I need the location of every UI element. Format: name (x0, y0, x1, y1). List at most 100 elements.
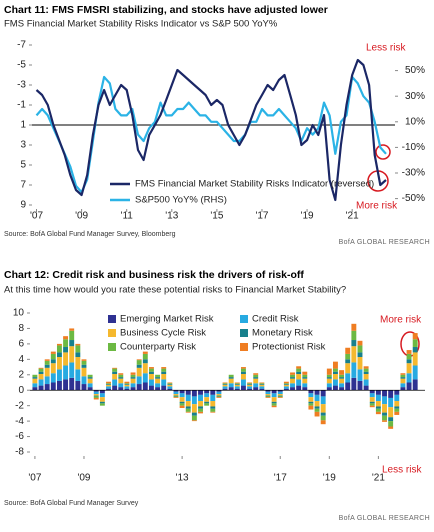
y-tick-label: -8 (15, 447, 24, 458)
bar-segment (351, 323, 357, 331)
bar-segment (173, 395, 179, 397)
bar-segment (87, 387, 93, 391)
bar-segment (271, 390, 277, 394)
bar-segment (228, 383, 234, 388)
bar-segment (259, 384, 265, 385)
bar-segment (118, 383, 124, 388)
bar-segment (247, 386, 253, 389)
bar-segment (271, 401, 277, 404)
bar-segment (283, 386, 289, 389)
bar-segment (118, 377, 124, 379)
bar-segment (32, 374, 38, 378)
bar-segment (412, 333, 418, 340)
bar-segment (240, 367, 246, 369)
bar-segment (50, 363, 56, 374)
y2-tick-label: 30% (405, 91, 425, 102)
bar-segment (204, 397, 210, 402)
x-tick-label: '21 (346, 211, 359, 222)
bar-segment (118, 374, 124, 378)
x-tick-label: '19 (301, 211, 314, 222)
bar-segment (130, 374, 136, 378)
bar-segment (369, 390, 375, 394)
bar-segment (320, 404, 326, 413)
bar-segment (222, 386, 228, 389)
bar-segment (363, 379, 369, 386)
bar-segment (247, 384, 253, 385)
bar-segment (112, 367, 118, 369)
bar-segment (388, 417, 394, 422)
x-tick-label: '17 (255, 211, 268, 222)
bar-segment (363, 385, 369, 391)
bar-segment (283, 388, 289, 391)
bar-segment (351, 346, 357, 363)
bar-segment (388, 421, 394, 427)
bar-segment (112, 385, 118, 391)
bar-segment (63, 365, 69, 380)
bar-segment (124, 384, 130, 387)
bar-segment (400, 387, 406, 391)
bar-segment (240, 379, 246, 386)
bar-segment (259, 384, 265, 387)
bar-segment (93, 394, 99, 396)
bar-segment (191, 412, 197, 416)
annotation: More risk (356, 201, 398, 212)
bar-segment (382, 412, 387, 416)
bar-segment (81, 364, 87, 368)
bar-segment (167, 384, 173, 387)
bar-segment (130, 387, 136, 391)
bar-segment (369, 393, 375, 398)
bar-segment (259, 383, 265, 385)
bar-segment (222, 383, 228, 385)
legend-swatch (108, 329, 116, 337)
bar-segment (136, 367, 142, 377)
chart-subtitle: At this time how would you rate these po… (4, 285, 346, 296)
bar-segment (357, 357, 363, 370)
x-tick-label: '09 (75, 211, 88, 222)
bar-segment (69, 362, 75, 378)
bar-segment (277, 391, 283, 395)
bar-segment (265, 390, 271, 392)
bar-segment (314, 411, 320, 417)
y-tick-label: -7 (17, 40, 26, 51)
bar-segment (253, 387, 259, 391)
x-tick-label: '13 (176, 473, 189, 484)
bar-segment (320, 415, 326, 421)
bar-segment (38, 374, 44, 380)
bar-segment (216, 391, 222, 395)
bar-segment (50, 382, 56, 391)
bar-segment (63, 346, 69, 353)
y-tick-label: -3 (17, 80, 26, 91)
bar-segment (228, 377, 234, 379)
y-tick-label: 1 (20, 120, 26, 131)
bar-segment (155, 378, 161, 384)
bar-segment (155, 377, 161, 379)
bar-segment (112, 368, 118, 372)
bar-segment (345, 373, 351, 383)
bar-segment (136, 360, 142, 365)
bar-segment (259, 386, 265, 389)
bar-segment (38, 379, 44, 386)
bar-segment (161, 371, 167, 375)
bar-segment (38, 368, 44, 372)
bar-segment (32, 378, 38, 384)
bar-segment (185, 411, 191, 413)
y-tick-label: 5 (20, 160, 26, 171)
bar-segment (222, 384, 228, 387)
bar-segment (56, 369, 62, 381)
bar-segment (247, 388, 253, 391)
legend-label: FMS Financial Market Stability Risks Ind… (135, 179, 374, 190)
bar-segment (142, 351, 148, 354)
bar-segment (320, 396, 326, 405)
bar-segment (265, 395, 271, 397)
bar-segment (136, 384, 142, 391)
bar-segment (75, 352, 81, 358)
bar-segment (382, 390, 387, 397)
bar-segment (375, 406, 381, 409)
bar-segment (130, 377, 136, 379)
bar-segment (308, 393, 314, 398)
bar-segment (44, 359, 50, 361)
bar-segment (277, 396, 283, 398)
bar-segment (216, 397, 222, 398)
bar-segment (308, 403, 314, 406)
bar-segment (69, 330, 75, 341)
